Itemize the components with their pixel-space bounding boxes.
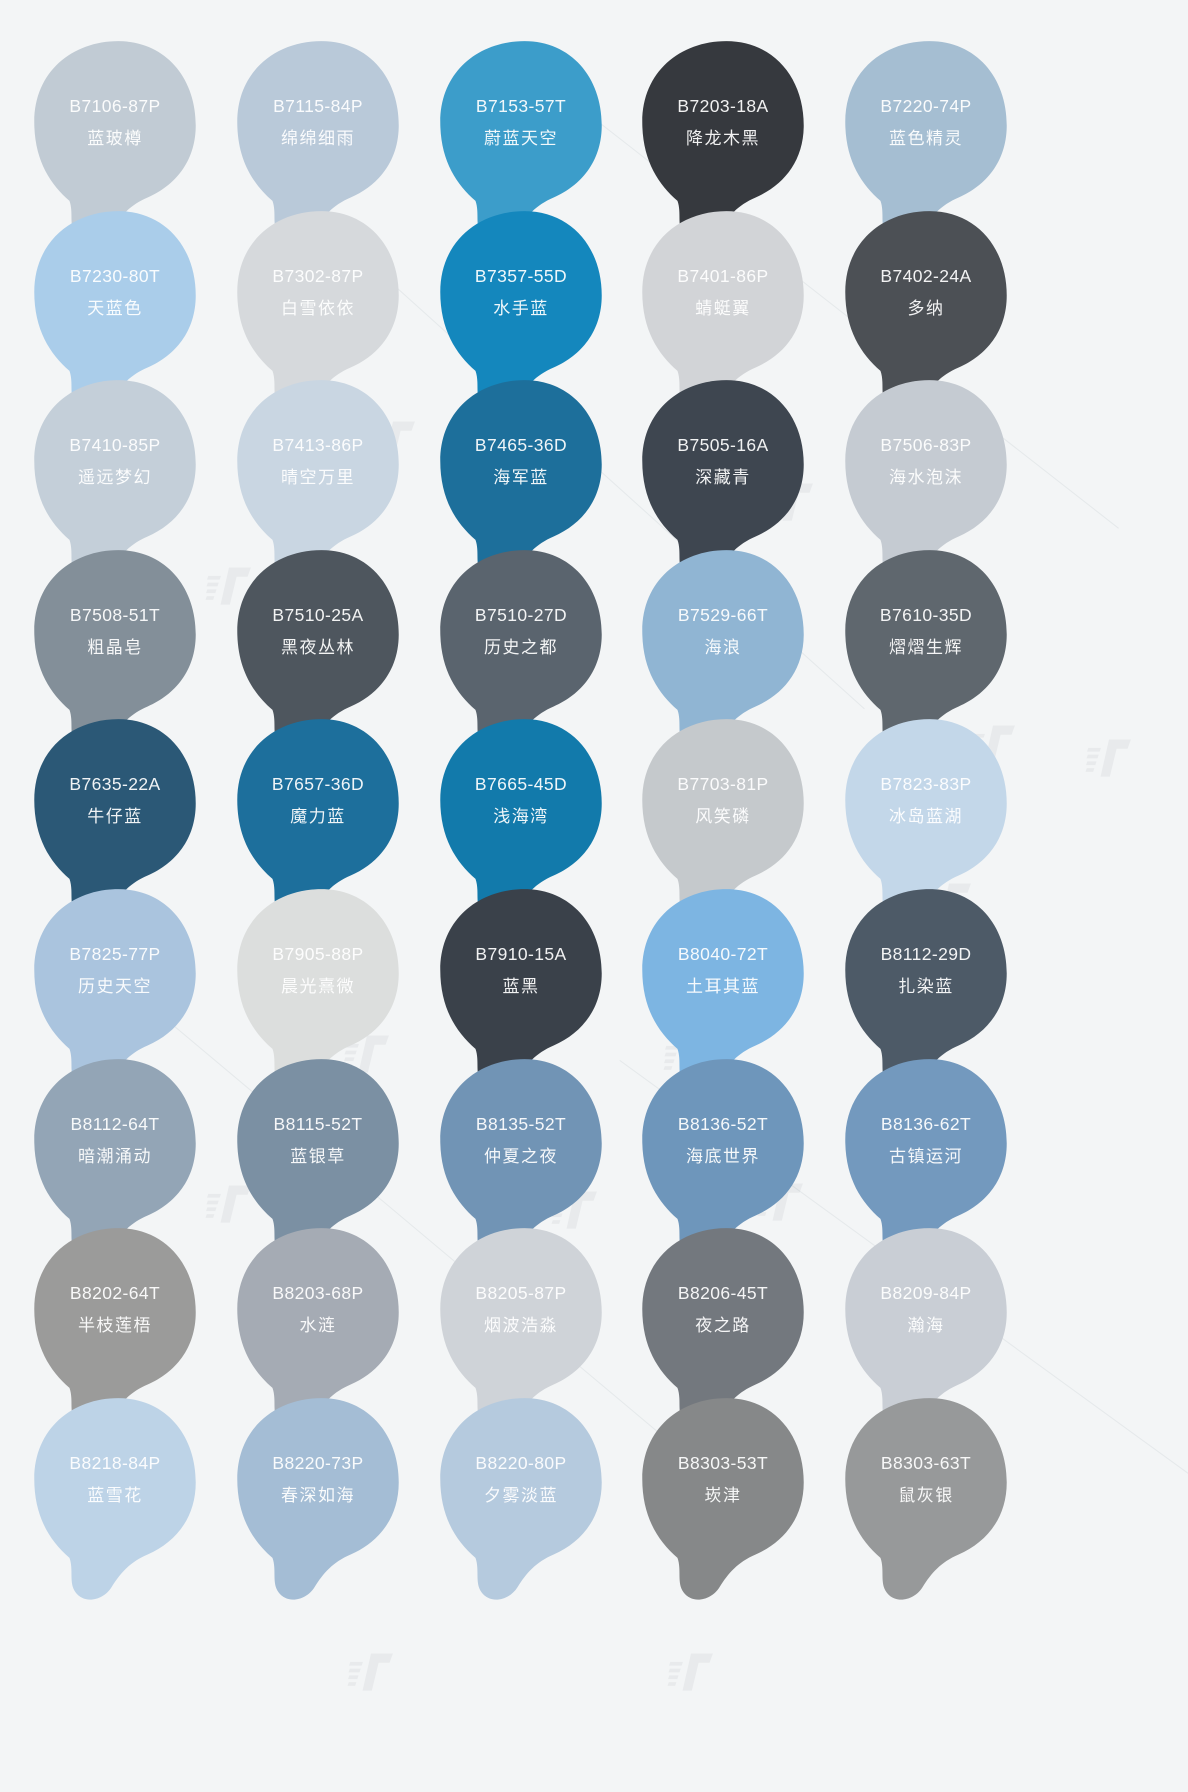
paint-blob-shape <box>642 719 804 921</box>
paint-blob-shape <box>34 41 196 243</box>
paint-blob-shape <box>237 719 399 921</box>
paint-blob-shape <box>440 41 602 243</box>
paint-blob-shape <box>642 41 804 243</box>
paint-blob-shape <box>642 889 804 1091</box>
paint-blob-shape <box>34 1398 196 1600</box>
paint-blob-shape <box>34 889 196 1091</box>
paint-blob-shape <box>237 1059 399 1261</box>
paint-blob-shape <box>237 550 399 752</box>
paint-blob-shape <box>440 1059 602 1261</box>
paint-blob-shape <box>440 550 602 752</box>
color-swatch[interactable]: B8220-73P 春深如海 <box>232 1393 404 1607</box>
color-swatch[interactable]: B8303-53T 崁津 <box>637 1393 809 1607</box>
paint-blob-shape <box>845 211 1007 413</box>
brand-logo-icon <box>1082 736 1136 780</box>
paint-blob-shape <box>845 1228 1007 1430</box>
watermark-line <box>519 60 1119 529</box>
paint-blob-shape <box>440 719 602 921</box>
paint-blob-shape <box>845 1398 1007 1600</box>
paint-blob-shape <box>642 1228 804 1430</box>
paint-blob-shape <box>237 1228 399 1430</box>
paint-blob-shape <box>34 1228 196 1430</box>
paint-blob-shape <box>845 1059 1007 1261</box>
paint-blob-shape <box>642 1398 804 1600</box>
color-swatch[interactable]: B8220-80P 夕雾淡蓝 <box>435 1393 607 1607</box>
brand-logo-icon <box>344 1650 398 1694</box>
paint-blob-shape <box>440 1398 602 1600</box>
paint-blob-shape <box>440 889 602 1091</box>
paint-blob-shape <box>642 211 804 413</box>
paint-blob-shape <box>237 889 399 1091</box>
paint-blob-shape <box>34 550 196 752</box>
paint-blob-shape <box>34 380 196 582</box>
paint-blob-shape <box>237 211 399 413</box>
brand-logo-icon <box>664 1650 718 1694</box>
paint-blob-shape <box>845 380 1007 582</box>
paint-blob-shape <box>440 380 602 582</box>
paint-blob-shape <box>237 41 399 243</box>
paint-blob-shape <box>845 41 1007 243</box>
paint-blob-shape <box>845 889 1007 1091</box>
color-swatch[interactable]: B8303-63T 鼠灰银 <box>840 1393 1012 1607</box>
color-swatch[interactable]: B8218-84P 蓝雪花 <box>29 1393 201 1607</box>
paint-blob-shape <box>642 550 804 752</box>
paint-blob-shape <box>845 550 1007 752</box>
paint-blob-shape <box>237 380 399 582</box>
paint-blob-shape <box>237 1398 399 1600</box>
paint-blob-shape <box>642 1059 804 1261</box>
paint-blob-shape <box>34 1059 196 1261</box>
paint-blob-shape <box>34 719 196 921</box>
paint-blob-shape <box>440 211 602 413</box>
paint-blob-shape <box>642 380 804 582</box>
paint-blob-shape <box>34 211 196 413</box>
watermark-line <box>119 980 703 1470</box>
paint-blob-shape <box>440 1228 602 1430</box>
paint-blob-shape <box>845 719 1007 921</box>
